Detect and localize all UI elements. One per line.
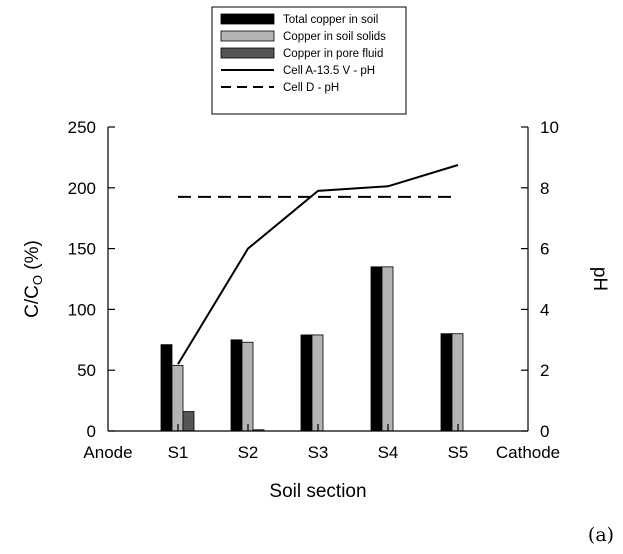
x-tick-label-s5: S5: [448, 443, 469, 462]
y-left-axis-title: C/CO (%): [22, 240, 45, 318]
y-left-axis-title-sub: O: [30, 275, 45, 285]
y-left-tick-label: 200: [68, 179, 96, 198]
y-left-tick-label: 250: [68, 118, 96, 137]
y-left-tick-label: 0: [87, 422, 96, 441]
bar-copper-in-pore-fluid-s1: [182, 411, 195, 432]
bar-total-copper-in-soil-s4: [370, 266, 383, 432]
bar-total-copper-in-soil-s1: [160, 344, 173, 432]
y-left-axis-title-suffix: (%): [22, 240, 43, 275]
y-right-axis-title: pH: [589, 267, 610, 291]
legend-label-total-copper-in-soil: Total copper in soil: [283, 14, 378, 26]
bar-copper-in-soil-solids-s3: [311, 334, 324, 432]
legend-label-cell-a-13-5-v-ph: Cell A-13.5 V - pH: [283, 65, 375, 77]
legend-swatch-total-copper-in-soil: [220, 13, 275, 25]
y-right-tick-label: 6: [540, 240, 549, 259]
bar-copper-in-soil-solids-s2: [241, 341, 254, 432]
x-tick-label-s1: S1: [168, 443, 189, 462]
bar-copper-in-soil-solids-s4: [381, 266, 394, 432]
y-left-axis-title-main: C/C: [22, 285, 43, 318]
y-right-tick-label: 8: [540, 179, 549, 198]
y-left-tick-label: 100: [68, 300, 96, 319]
legend-swatch-copper-in-soil-solids: [220, 30, 275, 42]
bar-total-copper-in-soil-s2: [230, 339, 243, 432]
y-right-tick-label: 0: [540, 422, 549, 441]
legend-label-copper-in-soil-solids: Copper in soil solids: [283, 31, 386, 43]
y-right-tick-label: 2: [540, 361, 549, 380]
y-right-tick-label: 10: [540, 118, 559, 137]
y-left-tick-label: 150: [68, 240, 96, 259]
legend-label-copper-in-pore-fluid: Copper in pore fluid: [283, 48, 383, 60]
x-tick-label-s2: S2: [238, 443, 259, 462]
x-tick-label-s3: S3: [308, 443, 329, 462]
bar-copper-in-soil-solids-s5: [451, 333, 464, 432]
x-tick-label-anode: Anode: [83, 443, 132, 462]
y-right-tick-label: 4: [540, 300, 549, 319]
panel-label: (a): [588, 524, 614, 546]
bar-total-copper-in-soil-s3: [300, 334, 313, 432]
bar-copper-in-soil-solids-s1: [171, 364, 184, 432]
legend-box: [211, 6, 407, 115]
x-tick-label-cathode: Cathode: [496, 443, 560, 462]
line-cell-a-13-5-v-ph: [177, 164, 459, 365]
legend: Total copper in soil Copper in soil solid…: [211, 6, 407, 115]
x-axis-title: Soil section: [269, 481, 366, 502]
x-tick-label-s4: S4: [378, 443, 399, 462]
legend-label-cell-d-ph: Cell D - pH: [283, 82, 339, 94]
bar-total-copper-in-soil-s5: [440, 333, 453, 432]
y-left-tick-label: 50: [77, 361, 96, 380]
legend-swatch-copper-in-pore-fluid: [220, 47, 275, 59]
